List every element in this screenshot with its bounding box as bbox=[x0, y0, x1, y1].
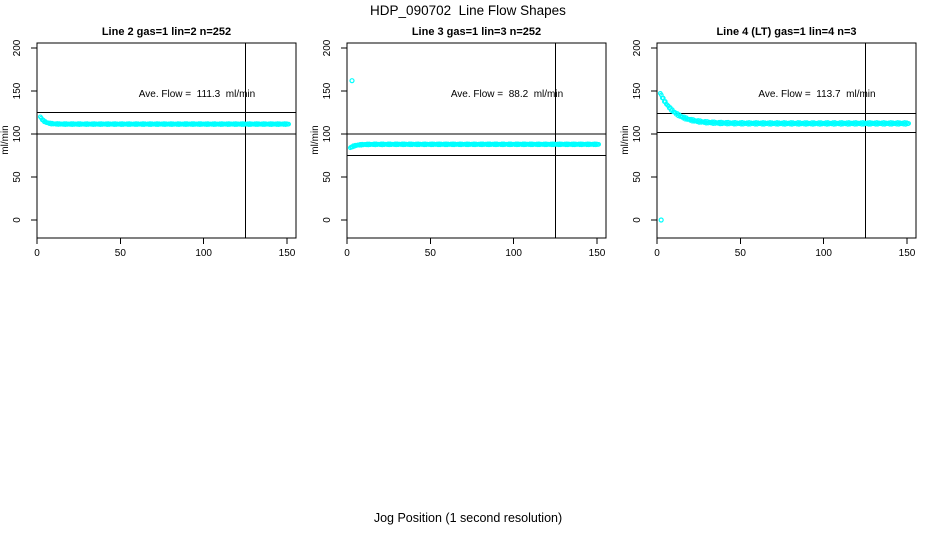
y-axis-tick-label: 100 bbox=[632, 125, 643, 142]
y-axis-tick-label: 100 bbox=[322, 125, 333, 142]
y-axis-tick-label: 150 bbox=[632, 82, 643, 99]
y-axis-tick-label: 200 bbox=[632, 39, 643, 56]
x-axis-tick-label: 100 bbox=[815, 248, 832, 259]
x-axis-tick-label: 0 bbox=[654, 248, 660, 259]
y-axis-tick-label: 150 bbox=[322, 82, 333, 99]
y-axis-tick-label: 50 bbox=[632, 171, 643, 183]
x-axis-label: Jog Position (1 second resolution) bbox=[373, 511, 563, 525]
panel-title: Line 2 gas=1 lin=2 n=252 bbox=[102, 26, 231, 38]
ave-flow-annotation: Ave. Flow = 111.3 ml/min bbox=[139, 89, 255, 100]
data-point bbox=[664, 102, 670, 108]
x-axis-tick-label: 150 bbox=[899, 248, 916, 259]
data-point bbox=[286, 121, 292, 127]
ave-flow-annotation: Ave. Flow = 113.7 ml/min bbox=[758, 89, 875, 100]
x-axis-tick-label: 0 bbox=[344, 248, 350, 259]
ave-flow-annotation: Ave. Flow = 88.2 ml/min bbox=[451, 89, 563, 100]
y-axis-tick-label: 50 bbox=[322, 171, 333, 183]
y-axis-label: ml/min bbox=[620, 125, 631, 154]
outlier-data-point bbox=[349, 78, 355, 84]
plot-box bbox=[36, 42, 297, 239]
y-axis-tick-label: 100 bbox=[12, 125, 23, 142]
x-axis-tick-label: 100 bbox=[195, 248, 212, 259]
panel-title: Line 4 (LT) gas=1 lin=4 n=3 bbox=[716, 26, 856, 38]
y-axis-tick-label: 0 bbox=[12, 217, 23, 223]
x-axis-tick-label: 150 bbox=[279, 248, 296, 259]
y-axis-tick-label: 200 bbox=[12, 39, 23, 56]
y-axis-label: ml/min bbox=[0, 125, 11, 154]
y-axis-tick-label: 200 bbox=[322, 39, 333, 56]
plot-box bbox=[346, 42, 607, 239]
y-axis-tick-label: 50 bbox=[12, 171, 23, 183]
x-axis-tick-label: 50 bbox=[425, 248, 437, 259]
outlier-data-point bbox=[658, 217, 664, 223]
x-axis-tick-label: 0 bbox=[34, 248, 40, 259]
y-axis-tick-label: 0 bbox=[632, 217, 643, 223]
x-axis-tick-label: 100 bbox=[505, 248, 522, 259]
data-point bbox=[906, 121, 912, 126]
panel-title: Line 3 gas=1 lin=3 n=252 bbox=[412, 26, 541, 38]
x-axis-tick-label: 50 bbox=[735, 248, 747, 259]
plot-box bbox=[656, 42, 917, 239]
x-axis-tick-label: 150 bbox=[589, 248, 606, 259]
data-point bbox=[662, 99, 668, 104]
data-point bbox=[596, 141, 602, 147]
panel-line4: 0 50 100 150 0 50 100 150 200 Line 4 (LT) gas=1 l… bbox=[620, 26, 917, 259]
x-axis-tick-label: 50 bbox=[115, 248, 127, 259]
panel-line2: 0 50 100 150 0 50 100 150 200 Line 2 gas=1 lin=2 … bbox=[0, 26, 297, 259]
panel-line3: 0 50 100 150 0 50 100 150 200 Line 3 gas=1 lin=3 … bbox=[310, 26, 607, 259]
y-axis-tick-label: 150 bbox=[12, 82, 23, 99]
y-axis-tick-label: 0 bbox=[322, 217, 333, 223]
figure-title: HDP_090702 Line Flow Shapes bbox=[370, 3, 566, 18]
y-axis-label: ml/min bbox=[310, 125, 321, 154]
